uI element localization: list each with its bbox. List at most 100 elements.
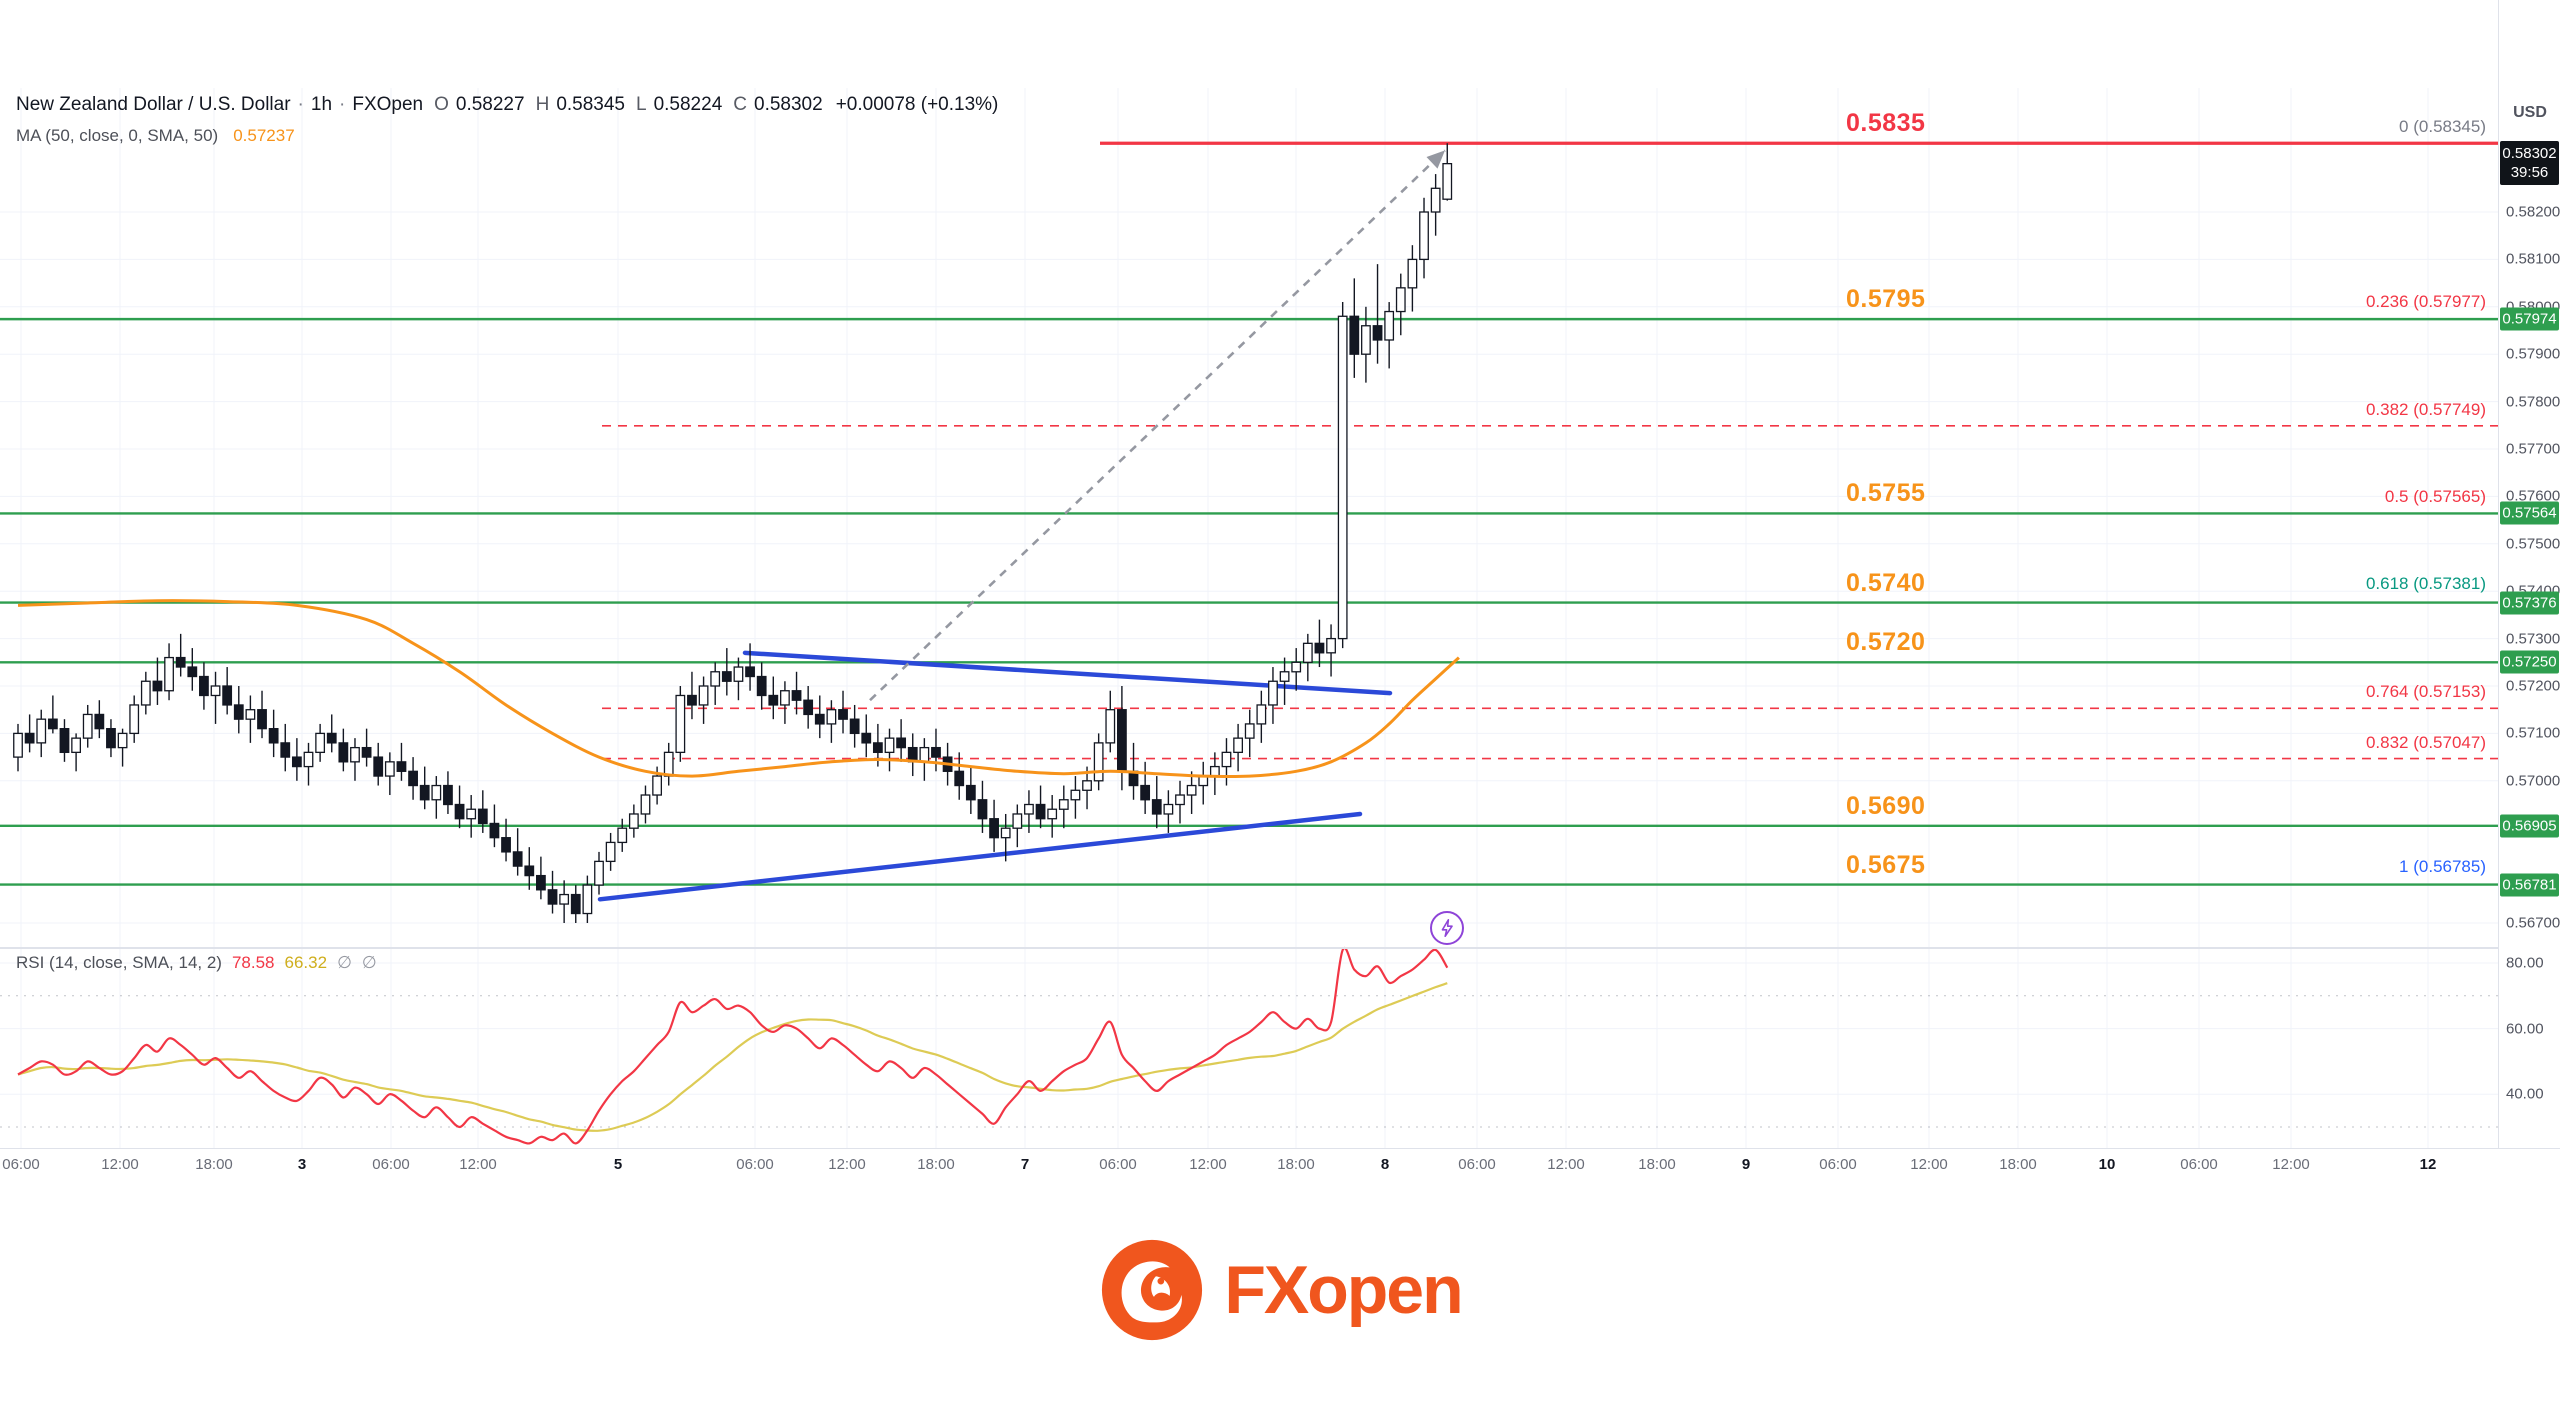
candle-down <box>570 893 581 915</box>
candle-up <box>117 732 128 749</box>
candle-down <box>861 732 872 744</box>
candle-up <box>675 694 686 754</box>
candle-up <box>1279 671 1290 682</box>
time-axis-label: 12:00 <box>1910 1156 1948 1173</box>
candle-down <box>152 680 163 692</box>
time-axis-label: 06:00 <box>736 1156 774 1173</box>
candle-up <box>1163 803 1174 815</box>
candle-up <box>1093 742 1104 782</box>
trendline[interactable] <box>742 650 1393 696</box>
candle-up <box>164 656 174 692</box>
quick-trade-button[interactable] <box>1430 911 1464 945</box>
fib-level-label: 0.236 (0.57977) <box>2365 291 2486 311</box>
candle-up <box>1000 827 1011 839</box>
candle-down <box>791 690 802 701</box>
candle-up <box>919 746 930 763</box>
candle-up <box>36 718 47 744</box>
candle-up <box>1326 637 1336 654</box>
pane-separator[interactable] <box>0 947 2560 949</box>
candle-down <box>443 784 453 806</box>
lightning-icon <box>1441 918 1453 938</box>
price-axis-tick: 0.58100 <box>2506 250 2560 268</box>
price-axis-tick: 0.57300 <box>2506 630 2560 648</box>
rsi-legend: RSI (14, close, SMA, 14, 2) 78.58 66.32 … <box>16 953 377 973</box>
symbol-legend: New Zealand Dollar / U.S. Dollar · 1h · … <box>16 94 999 115</box>
candle-up <box>628 813 639 829</box>
fib-level-label: 0.618 (0.57381) <box>2365 574 2486 594</box>
candle-up <box>582 884 593 915</box>
candle-up <box>71 737 81 754</box>
time-axis-label: 12:00 <box>101 1156 139 1173</box>
time-axis-label: 18:00 <box>195 1156 233 1173</box>
time-axis-label: 06:00 <box>1099 1156 1137 1173</box>
candle-down <box>536 874 546 891</box>
rsi-axis-tick: 80.00 <box>2506 954 2544 972</box>
time-axis[interactable]: 06:00 12:00 18:00 3 06:00 12:00 5 06:00 12:00 18:… <box>0 1148 2560 1185</box>
candle-down <box>1349 315 1360 355</box>
candle-down <box>291 756 302 768</box>
candle-down <box>687 694 697 706</box>
time-axis-day-label: 7 <box>1020 1156 1030 1173</box>
time-axis-label: 06:00 <box>1458 1156 1496 1173</box>
candle-up <box>1209 765 1220 777</box>
candle-down <box>814 713 825 725</box>
candle-down <box>1035 803 1046 820</box>
candle-up <box>303 751 314 768</box>
trendline[interactable] <box>597 811 1363 902</box>
axis-currency-label[interactable]: USD <box>2513 104 2547 121</box>
candle-up <box>1407 258 1418 289</box>
candle-down <box>977 799 988 820</box>
candle-up <box>1361 325 1371 355</box>
candle-down <box>954 770 965 787</box>
price-axis-tick: 0.57100 <box>2506 724 2560 742</box>
candle-up <box>1395 287 1406 313</box>
candle-down <box>326 732 337 744</box>
time-axis-label: 18:00 <box>917 1156 955 1173</box>
candle-up <box>13 732 23 758</box>
candle-down <box>361 746 372 758</box>
candle-up <box>1058 799 1069 810</box>
time-axis-label: 12:00 <box>2272 1156 2310 1173</box>
candle-up <box>663 751 674 777</box>
fib-level-label: 0.5 (0.57565) <box>2384 486 2486 506</box>
price-axis-tick: 0.57700 <box>2506 440 2560 458</box>
projection-arrow-line[interactable] <box>869 149 1446 702</box>
rsi-axis-tick: 60.00 <box>2506 1020 2544 1038</box>
candle-down <box>1117 709 1127 772</box>
candle-down <box>454 803 465 820</box>
candle-down <box>396 761 407 772</box>
candle-up <box>733 666 744 682</box>
candle-up <box>710 671 721 687</box>
price-axis[interactable]: USD 0.58302 39:56 0.582000.581000.580000… <box>2498 0 2560 1148</box>
rsi-ma-value: 66.32 <box>284 953 328 972</box>
candle-up <box>1024 803 1034 815</box>
ma-label: MA (50, close, 0, SMA, 50) <box>16 126 219 145</box>
time-axis-label: 06:00 <box>2 1156 40 1173</box>
candle-up <box>1430 187 1441 213</box>
timeframe-label: 1h <box>310 94 333 115</box>
candle-up <box>605 841 616 863</box>
candle-up <box>780 690 790 706</box>
candle-up <box>1186 784 1197 796</box>
open-value: 0.58227 <box>455 94 525 115</box>
candle-down <box>768 694 779 706</box>
sma50-line[interactable] <box>17 599 1460 779</box>
price-axis-tick: 0.57500 <box>2506 535 2560 553</box>
candle-down <box>1372 325 1383 341</box>
price-axis-tick: 0.56700 <box>2506 914 2560 932</box>
bar-countdown: 39:56 <box>2510 164 2549 181</box>
support-axis-badge: 0.57974 <box>2500 307 2559 331</box>
candle-up <box>466 808 477 820</box>
rsi-line <box>17 946 1449 1145</box>
candle-up <box>1337 315 1348 640</box>
support-price-label: 0.5740 <box>1846 568 1926 597</box>
candle-up <box>1047 808 1058 820</box>
candle-down <box>1314 642 1325 654</box>
candle-up <box>1012 813 1023 829</box>
candle-down <box>501 837 511 853</box>
candle-down <box>745 666 755 678</box>
time-axis-label: 18:00 <box>1999 1156 2037 1173</box>
last-price-value: 0.58302 <box>2502 145 2557 162</box>
support-price-label: 0.5720 <box>1846 628 1926 657</box>
